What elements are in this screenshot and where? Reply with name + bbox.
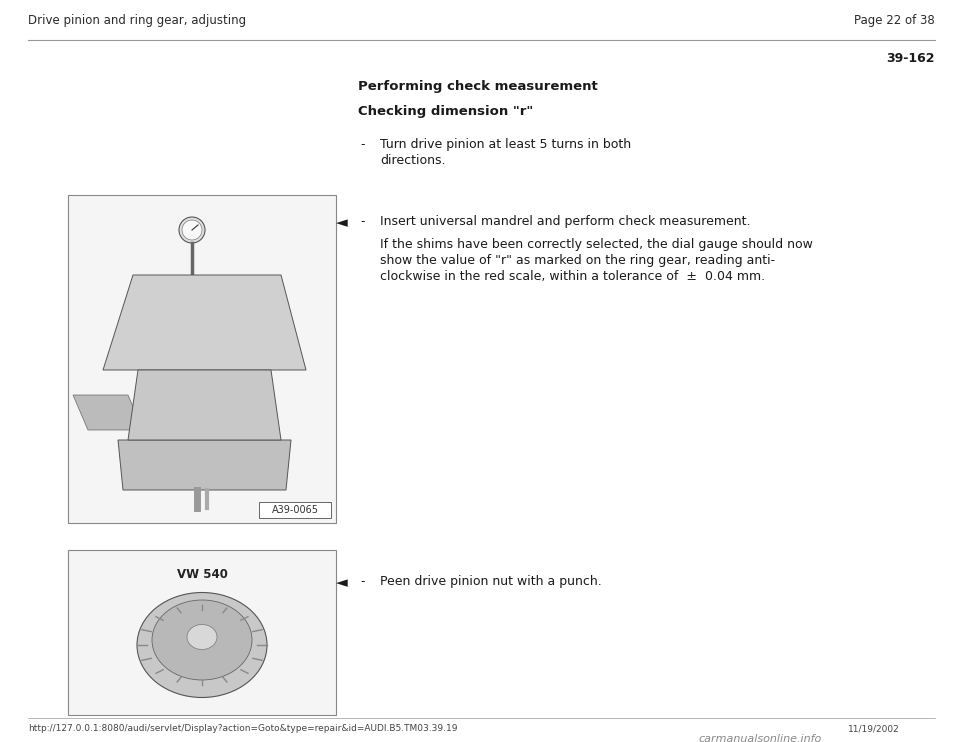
Text: http://127.0.0.1:8080/audi/servlet/Display?action=Goto&type=repair&id=AUDI.B5.TM: http://127.0.0.1:8080/audi/servlet/Displ… — [28, 724, 458, 733]
Text: Checking dimension "r": Checking dimension "r" — [358, 105, 533, 118]
Circle shape — [197, 456, 211, 470]
Text: -: - — [360, 575, 365, 588]
Circle shape — [182, 220, 202, 240]
Text: clockwise in the red scale, within a tolerance of  ±  0.04 mm.: clockwise in the red scale, within a tol… — [380, 270, 765, 283]
Bar — [68, 550, 336, 715]
Text: Insert universal mandrel and perform check measurement.: Insert universal mandrel and perform che… — [380, 215, 751, 228]
Text: A39-0065: A39-0065 — [272, 505, 319, 515]
Text: 39-162: 39-162 — [886, 52, 935, 65]
Polygon shape — [103, 275, 306, 370]
Polygon shape — [118, 440, 291, 490]
Text: -: - — [360, 215, 365, 228]
Polygon shape — [73, 395, 143, 430]
Ellipse shape — [152, 600, 252, 680]
Text: Turn drive pinion at least 5 turns in both: Turn drive pinion at least 5 turns in bo… — [380, 138, 631, 151]
Text: ◄: ◄ — [336, 215, 348, 230]
Text: Drive pinion and ring gear, adjusting: Drive pinion and ring gear, adjusting — [28, 14, 246, 27]
Bar — [259, 502, 331, 518]
Bar — [68, 195, 336, 523]
Text: -: - — [360, 138, 365, 151]
Text: carmanualsonline.info: carmanualsonline.info — [698, 734, 822, 742]
Text: Page 22 of 38: Page 22 of 38 — [854, 14, 935, 27]
Text: show the value of "r" as marked on the ring gear, reading anti-: show the value of "r" as marked on the r… — [380, 254, 775, 267]
Text: ◄: ◄ — [336, 575, 348, 590]
Text: If the shims have been correctly selected, the dial gauge should now: If the shims have been correctly selecte… — [380, 238, 813, 251]
Ellipse shape — [137, 593, 267, 697]
Ellipse shape — [187, 625, 217, 649]
Text: Performing check measurement: Performing check measurement — [358, 80, 598, 93]
Text: directions.: directions. — [380, 154, 445, 167]
Circle shape — [179, 217, 205, 243]
Text: Peen drive pinion nut with a punch.: Peen drive pinion nut with a punch. — [380, 575, 602, 588]
Polygon shape — [128, 370, 281, 440]
Text: VW 540: VW 540 — [177, 568, 228, 581]
Text: 11/19/2002: 11/19/2002 — [849, 724, 900, 733]
